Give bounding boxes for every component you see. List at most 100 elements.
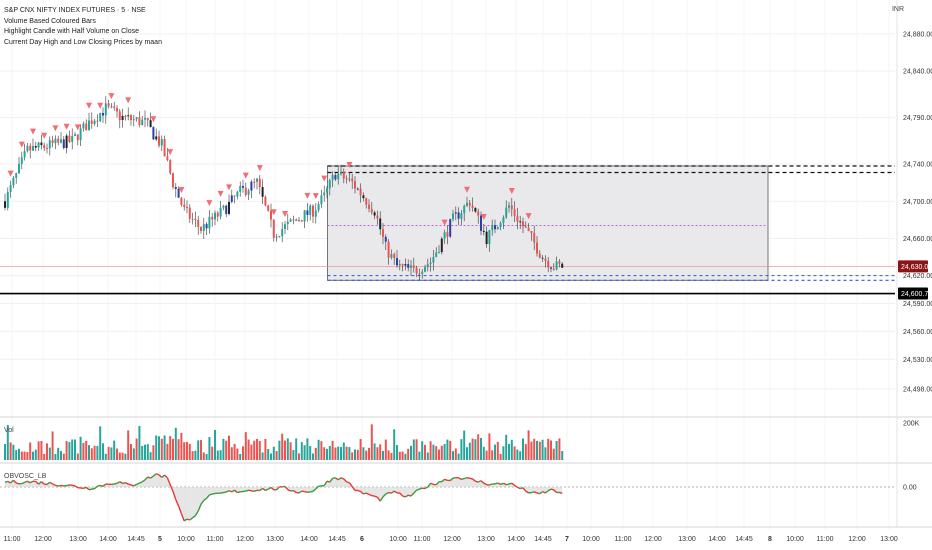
candle-body (351, 178, 354, 182)
volume-bar (522, 438, 524, 460)
volume-bar (426, 452, 429, 460)
oscillator-segment (553, 489, 558, 494)
oscillator-segment (357, 489, 361, 493)
signal-marker (52, 125, 59, 132)
oscillator-segment (144, 476, 149, 481)
volume-bar (219, 450, 222, 460)
volume-bar (6, 424, 9, 460)
oscillator-segment (427, 482, 432, 488)
time-axis[interactable]: 11:00 12:00 13:00 14:00 14:45 5 10:00 11:00 12:0… (4, 536, 898, 543)
volume-bar (555, 441, 558, 460)
candle-body (236, 191, 239, 197)
candle-body (267, 205, 270, 211)
signal-marker (86, 102, 92, 109)
volume-bar (463, 430, 466, 460)
price-tick-label: 24,880.00 (903, 32, 932, 39)
oscillator-segment (335, 477, 339, 481)
signal-marker (441, 219, 448, 226)
volume-bar (222, 438, 225, 460)
volume-bar (354, 449, 356, 460)
candle-body (110, 106, 113, 108)
volume-bar (225, 440, 228, 460)
oscillator-segment (413, 489, 418, 494)
candle-body (281, 228, 284, 237)
candle-body (558, 261, 561, 264)
price-label-text: 24,600.70 (901, 291, 932, 298)
volume-bar (104, 453, 107, 460)
price-axis[interactable]: 24,880.00 24,840.00 24,790.00 24,740.00 24,7… (898, 32, 932, 492)
volume-bar (292, 449, 295, 460)
volume-bar (298, 453, 300, 460)
symbol-title[interactable]: S&P CNX NIFTY INDEX FUTURES · 5 · NSE (4, 7, 146, 14)
oscillator-segment (494, 482, 498, 485)
candle-body (536, 242, 538, 254)
candle-body (463, 205, 466, 214)
oscillator-segment (435, 481, 440, 486)
volume-bar (432, 444, 435, 460)
candle-body (533, 232, 536, 243)
volume-bar (158, 436, 160, 460)
time-tick-label: 13:00 (880, 536, 898, 543)
candle-body (211, 216, 214, 220)
candle-body (452, 213, 454, 220)
time-tick-label: 10:00 (582, 536, 600, 543)
volume-bar (351, 452, 354, 460)
candle-body (376, 215, 379, 219)
oscillator-segment (276, 486, 280, 491)
oscillator-segment (525, 490, 529, 494)
candle-body (323, 192, 326, 196)
candle-body (382, 229, 384, 237)
candle-body (309, 205, 312, 215)
candle-body (337, 173, 340, 180)
signal-marker (480, 214, 487, 221)
signal-marker (108, 93, 115, 100)
candle-body (496, 227, 499, 230)
volume-bar (93, 445, 96, 460)
volume-bar (424, 444, 426, 460)
candle-body (292, 219, 295, 221)
volume-bar (499, 453, 502, 460)
oscillator-segment (152, 473, 157, 477)
candle-body (216, 212, 219, 217)
candle-body (326, 188, 328, 193)
oscillator-segment (99, 484, 104, 488)
oscillator-segment (155, 473, 160, 476)
indicator-half-volume[interactable]: Highlight Candle with Half Volume on Clo… (4, 28, 140, 35)
candle-body (362, 195, 365, 199)
oscillator-segment (340, 477, 345, 480)
signal-marker (150, 116, 157, 123)
volume-bar (118, 452, 121, 460)
indicator-day-high-low[interactable]: Current Day High and Low Closing Prices … (4, 38, 162, 46)
candle-body (130, 115, 132, 121)
oscillator-pane-label[interactable]: OBVOSC_LB (4, 473, 47, 480)
oscillator-segment (166, 477, 171, 485)
candle-body (270, 210, 272, 220)
oscillator-segment (183, 518, 188, 522)
volume-bar (166, 443, 169, 460)
oscillator-segment (158, 474, 163, 478)
candle-body (527, 227, 530, 232)
candle-body (418, 273, 421, 275)
price-label-badge (898, 260, 928, 273)
volume-pane-label[interactable]: Vol (4, 427, 14, 434)
volume-bar (228, 435, 230, 460)
currency-label: INR (891, 6, 904, 13)
pane-separators (0, 0, 932, 528)
candle-body (222, 205, 225, 208)
oscillator-segment (348, 482, 353, 488)
candle-body (4, 201, 6, 208)
indicator-volume-bars[interactable]: Volume Based Coloured Bars (4, 17, 96, 25)
volume-bar (270, 453, 272, 460)
candle-body (32, 146, 34, 151)
volume-bar (177, 439, 180, 460)
candle-body (166, 156, 169, 161)
volume-bar (174, 427, 177, 460)
candle-body (485, 231, 488, 245)
oscillator-segment (125, 482, 129, 485)
volume-bar (421, 441, 424, 460)
candle-body (208, 216, 211, 229)
volume-bar (205, 453, 208, 460)
volume-bar (4, 444, 6, 460)
candle-body (404, 264, 407, 266)
